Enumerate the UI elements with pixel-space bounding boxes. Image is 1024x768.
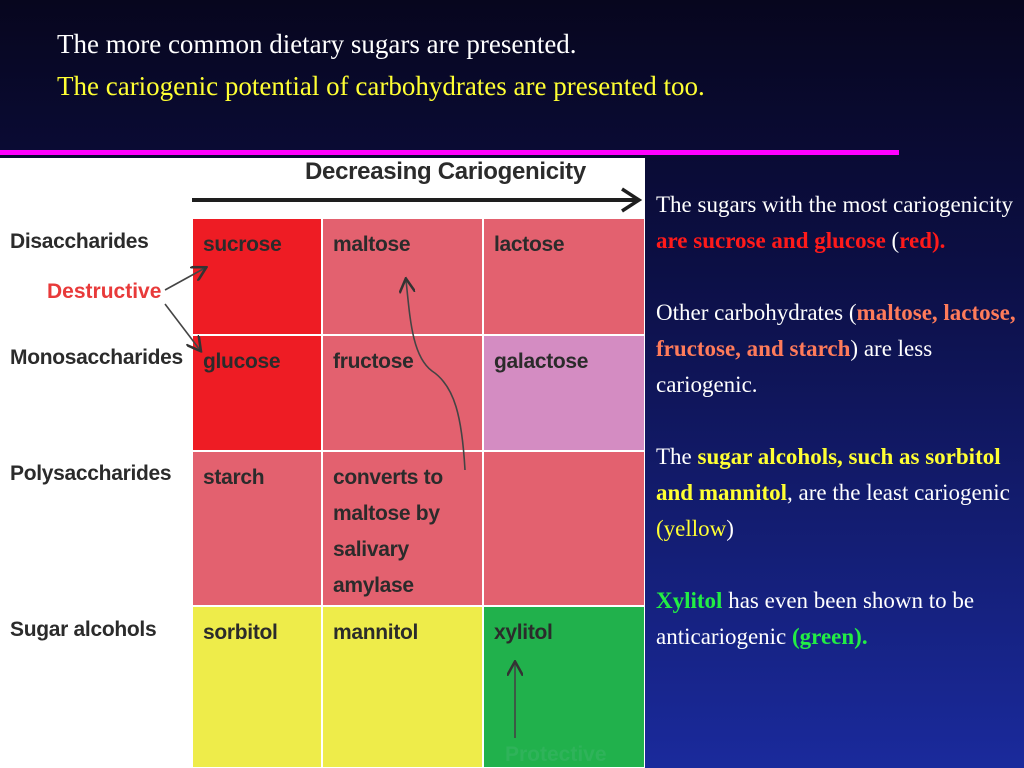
paragraph-most-cariogenic: The sugars with the most cariogenicity a… [656, 192, 1014, 253]
magenta-divider [0, 150, 899, 155]
row-label-disaccharides: Disaccharides [10, 230, 149, 253]
cell-sucrose: sucrose [192, 218, 322, 335]
protective-label: Protective [505, 743, 607, 766]
cariogenicity-figure: Decreasing Cariogenicity Disaccharides M… [0, 158, 645, 768]
cell-converts-to-maltose: converts to maltose by salivary amylase [322, 451, 483, 606]
cell-glucose: glucose [192, 335, 322, 451]
row-label-sugar-alcohols: Sugar alcohols [10, 618, 157, 641]
note-line-4: amylase [333, 574, 414, 597]
note-line-3: salivary [333, 538, 409, 561]
slide-title-line-2: The cariogenic potential of carbohydrate… [57, 71, 705, 101]
paragraph-less-cariogenic: Other carbohydrates (maltose, lactose, f… [656, 300, 1016, 397]
figure-header: Decreasing Cariogenicity [305, 158, 586, 185]
cell-lactose: lactose [483, 218, 645, 335]
row-label-polysaccharides: Polysaccharides [10, 462, 172, 485]
slide-title-line-1: The more common dietary sugars are prese… [57, 29, 577, 59]
note-line-2: maltose by [333, 502, 440, 525]
destructive-label: Destructive [47, 280, 162, 303]
side-explanation: The sugars with the most cariogenicity a… [656, 187, 1018, 691]
cell-sorbitol: sorbitol [192, 606, 322, 768]
paragraph-least-cariogenic: The sugar alcohols, such as sorbitol and… [656, 444, 1010, 541]
note-line-1: converts to [333, 466, 443, 489]
cell-fructose: fructose [322, 335, 483, 451]
cell-starch: starch [192, 451, 322, 606]
paragraph-anticariogenic: Xylitol has even been shown to be antica… [656, 588, 975, 649]
cell-maltose: maltose [322, 218, 483, 335]
cell-mannitol: mannitol [322, 606, 483, 768]
decreasing-arrowhead [621, 187, 643, 213]
row-label-monosaccharides: Monosaccharides [10, 346, 183, 369]
cell-xylitol: xylitol [483, 606, 645, 768]
cell-empty-polysaccharide [483, 451, 645, 606]
cell-galactose: galactose [483, 335, 645, 451]
